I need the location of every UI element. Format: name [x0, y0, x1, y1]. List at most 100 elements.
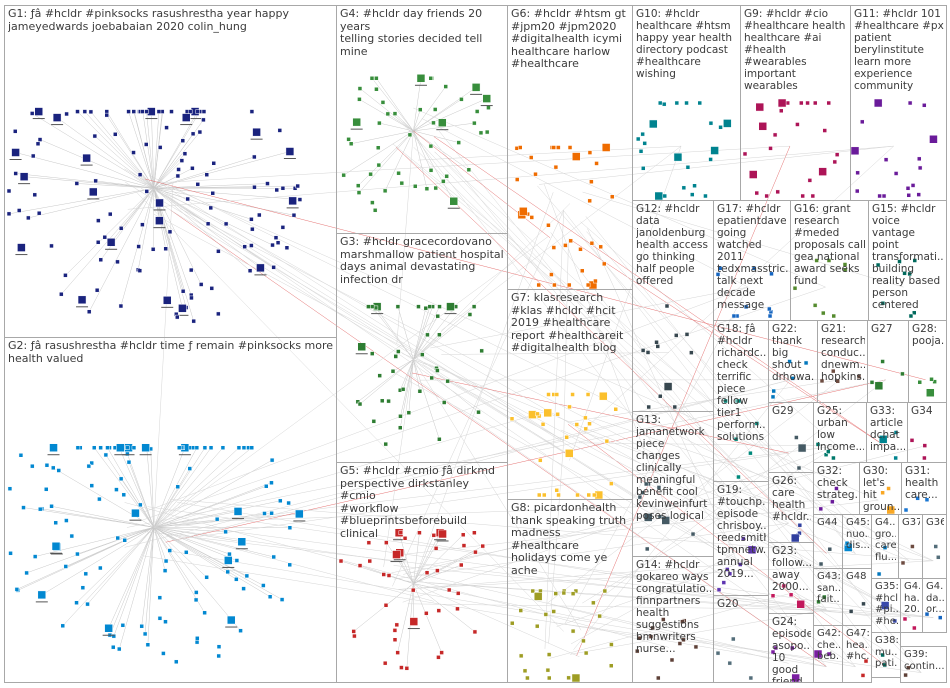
node [381, 572, 386, 577]
group-label-g31: G31: health care... [905, 465, 939, 501]
node [881, 193, 887, 199]
node [382, 660, 388, 666]
node [190, 131, 196, 137]
node [471, 304, 477, 309]
inter-group-edge [556, 563, 739, 627]
edge [399, 552, 414, 584]
node [723, 119, 732, 128]
node [111, 633, 117, 639]
node [818, 506, 824, 512]
node [157, 616, 163, 621]
node [438, 529, 447, 539]
node [406, 410, 412, 415]
node [150, 247, 156, 252]
inter-group-edge [124, 502, 669, 648]
node [880, 601, 890, 610]
group-label-g34: G34 [911, 405, 933, 417]
node [731, 313, 737, 319]
node [418, 107, 423, 112]
inter-group-edge [413, 192, 554, 584]
node [723, 398, 728, 404]
node [790, 645, 795, 651]
node [826, 258, 832, 263]
node [44, 487, 49, 492]
node [24, 570, 29, 576]
node [77, 295, 87, 305]
node [21, 505, 26, 510]
node [742, 151, 748, 157]
group-panel-g5: G5: #hcldr #cmio ƒâ dirkmd perspective d… [336, 462, 508, 683]
node [367, 558, 373, 564]
group-panel-g3: G3: #hcldr gracecordovano marshmallow pa… [336, 233, 508, 463]
inter-group-edge [392, 210, 564, 587]
node-layer [6, 74, 943, 683]
node [796, 600, 805, 609]
node [583, 426, 589, 432]
inter-group-edge [539, 145, 894, 185]
edge [153, 511, 239, 528]
inter-group-edge [143, 286, 749, 513]
node [480, 543, 485, 549]
edge [153, 527, 237, 580]
node [736, 474, 741, 480]
node [175, 173, 181, 179]
group-panel-g8: G8: picardonhealth thank speaking truth … [507, 499, 633, 683]
node [37, 137, 43, 142]
node [437, 437, 442, 442]
node [473, 549, 478, 555]
group-label-g19: G19: #touchp... episode chrisboy... reed… [717, 484, 766, 580]
node [479, 348, 484, 354]
group-panel-g40: G4... gro... care flu... [871, 514, 899, 579]
node [572, 152, 581, 161]
node [850, 146, 860, 156]
group-panel-g33: G33: article dchat impa... [866, 402, 908, 463]
inter-group-edge [539, 379, 886, 451]
node [816, 599, 821, 605]
node [684, 100, 689, 106]
node [7, 486, 13, 491]
group-panel-g2: G2: ƒâ rasushrestha #hcldr time ƒ remain… [4, 337, 337, 683]
group-panel-g16: G16: grant research #meded proposals cal… [790, 200, 869, 321]
node [476, 409, 481, 415]
edge [398, 532, 414, 584]
group-panel-g32: G32: check strateg... [813, 462, 860, 515]
edge [413, 130, 432, 171]
node [567, 145, 573, 150]
node [238, 628, 243, 633]
group-panel-g46: G4... da... or... [922, 578, 947, 633]
node [924, 497, 930, 502]
inter-group-edge [585, 216, 856, 554]
group-label-g48: G48 [846, 571, 867, 582]
node [842, 262, 848, 267]
group-panel-g37: G37 [898, 514, 923, 579]
node [98, 445, 103, 450]
node [366, 540, 372, 545]
node [727, 571, 733, 577]
node [715, 272, 721, 277]
inter-group-edge [418, 145, 682, 161]
node [269, 457, 275, 463]
node [269, 510, 274, 516]
node [482, 94, 491, 103]
node [216, 644, 222, 649]
node [32, 192, 38, 198]
node [180, 288, 186, 294]
edge [153, 459, 273, 528]
node [357, 401, 363, 407]
node [91, 445, 97, 450]
edge [41, 527, 154, 596]
node [566, 282, 572, 288]
node [202, 610, 207, 616]
edge [394, 113, 414, 132]
node [141, 443, 150, 452]
node [552, 282, 557, 288]
node [280, 185, 286, 191]
node [108, 211, 113, 217]
node [674, 333, 679, 338]
edge [413, 564, 462, 584]
group-label-g12: G12: #hcldr data janoldenburg health acc… [636, 203, 708, 287]
group-panel-g19: G19: #touchp... episode chrisboy... reed… [713, 481, 769, 596]
node [589, 240, 595, 246]
node [478, 130, 484, 136]
